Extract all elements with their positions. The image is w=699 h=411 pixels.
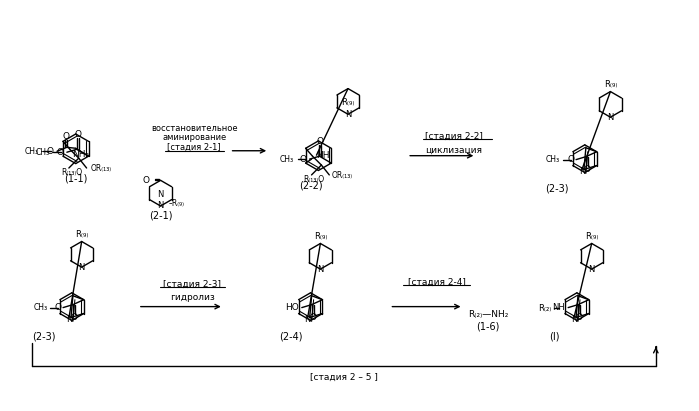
Text: NH₂: NH₂: [72, 150, 89, 159]
Text: CH₃: CH₃: [33, 303, 48, 312]
Text: CH₃: CH₃: [546, 155, 560, 164]
Text: (I): (I): [549, 331, 559, 341]
Text: N: N: [571, 315, 577, 324]
Text: OR₍₁₃₎: OR₍₁₃₎: [91, 164, 112, 173]
Text: N: N: [579, 167, 585, 176]
Text: O: O: [143, 176, 150, 185]
Text: HO: HO: [285, 303, 298, 312]
Text: N: N: [589, 265, 595, 274]
Text: CH₃: CH₃: [25, 147, 39, 156]
Text: O: O: [46, 147, 53, 156]
Text: R₍₉₎: R₍₉₎: [341, 98, 355, 107]
Text: [стадия 2-4]: [стадия 2-4]: [408, 277, 466, 286]
Text: (2-3): (2-3): [545, 183, 569, 193]
Text: O: O: [74, 130, 81, 139]
Text: [стадия 2-3]: [стадия 2-3]: [163, 279, 221, 289]
Text: O: O: [575, 313, 582, 322]
Text: –R₍₉₎: –R₍₉₎: [168, 199, 185, 208]
Text: восстановительное: восстановительное: [151, 124, 238, 133]
Text: (1-6): (1-6): [477, 321, 500, 331]
Text: O: O: [57, 148, 64, 157]
Text: R₍₉₎: R₍₉₎: [585, 231, 598, 240]
Text: N: N: [66, 315, 72, 324]
Text: R₍₂₎—NH₂: R₍₂₎—NH₂: [468, 310, 508, 319]
Text: [стадия 2-1]: [стадия 2-1]: [167, 143, 221, 152]
Text: CH₃: CH₃: [36, 148, 50, 157]
Text: (2-4): (2-4): [279, 331, 303, 341]
Text: O: O: [62, 132, 69, 141]
Text: (1-1): (1-1): [64, 173, 87, 183]
Text: O: O: [309, 313, 316, 322]
Text: N: N: [607, 113, 614, 122]
Text: N: N: [345, 110, 351, 119]
Text: O: O: [567, 155, 574, 164]
Text: гидролиз: гидролиз: [170, 293, 215, 302]
Text: [стадия 2 – 5 ]: [стадия 2 – 5 ]: [310, 373, 378, 382]
Text: N: N: [78, 263, 85, 272]
Text: [стадия 2-2]: [стадия 2-2]: [424, 132, 482, 141]
Text: циклизация: циклизация: [425, 146, 482, 155]
Text: R₍₁₃₎O: R₍₁₃₎O: [61, 167, 82, 176]
Text: R₍₉₎: R₍₉₎: [314, 231, 327, 240]
Text: N: N: [317, 265, 324, 274]
Text: (2-2): (2-2): [298, 180, 322, 190]
Text: R₍₂₎: R₍₂₎: [538, 303, 552, 312]
Text: O: O: [71, 313, 78, 322]
Text: O: O: [317, 137, 324, 146]
Text: аминирование: аминирование: [162, 134, 226, 143]
Text: (2-3): (2-3): [32, 331, 56, 341]
Text: N: N: [157, 201, 164, 210]
Text: R₍₉₎: R₍₉₎: [75, 229, 88, 238]
Text: CH₃: CH₃: [280, 155, 294, 164]
Text: N: N: [305, 315, 311, 324]
Text: N: N: [157, 189, 164, 199]
Text: R₍₁₃₎O: R₍₁₃₎O: [303, 174, 325, 183]
Text: NH: NH: [552, 303, 565, 312]
Text: NH: NH: [317, 151, 330, 160]
Text: (2-1): (2-1): [149, 211, 173, 221]
Text: O: O: [300, 155, 307, 164]
Text: R₍₉₎: R₍₉₎: [604, 79, 617, 88]
Text: O: O: [54, 303, 61, 312]
Text: O: O: [584, 165, 591, 174]
Text: OR₍₁₃₎: OR₍₁₃₎: [331, 171, 352, 180]
